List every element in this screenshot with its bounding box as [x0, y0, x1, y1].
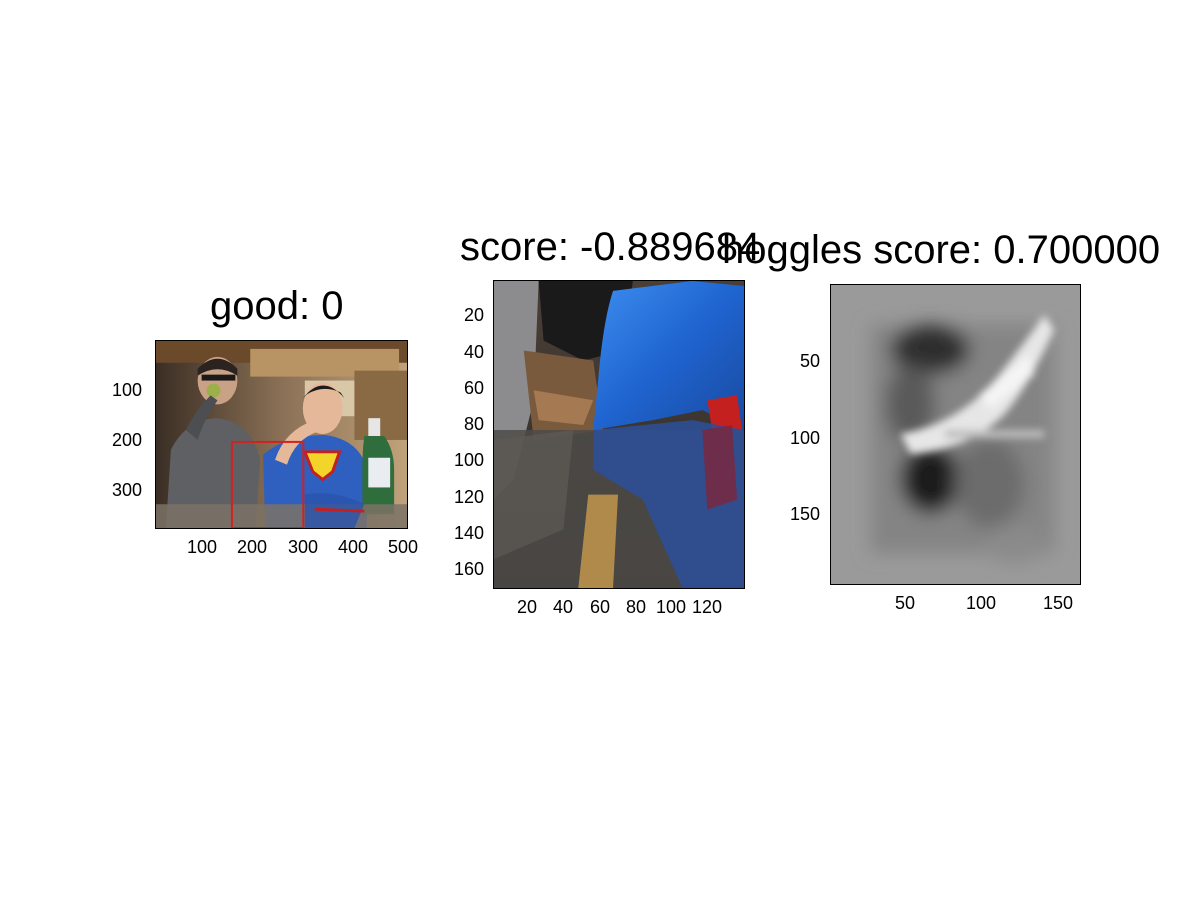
panel3-xtick: 150: [1043, 593, 1074, 613]
panel2-ytick: 20: [464, 305, 485, 325]
panel2-xtick: 40: [553, 597, 574, 617]
panel3-xtick: 100: [966, 593, 997, 613]
panel2-title: score: -0.889684: [460, 225, 761, 269]
panel2-ytick: 120: [454, 487, 485, 507]
panel1-xtick: 200: [237, 537, 268, 557]
panel3-ytick: 50: [800, 351, 821, 371]
panel2-xtick: 80: [626, 597, 647, 617]
panel2-xtick: 100: [656, 597, 687, 617]
panel1-xtick: 500: [388, 537, 419, 557]
panel3-hoggles-visualization: [831, 285, 1080, 584]
panel3-image-axes: [830, 284, 1081, 585]
panel2-image-axes: [493, 280, 745, 589]
panel2-ytick: 140: [454, 523, 485, 543]
detection-bbox: [230, 440, 305, 528]
panel1-ytick: 200: [112, 430, 143, 450]
panel1-xtick: 100: [187, 537, 218, 557]
panel1-xtick: 300: [288, 537, 319, 557]
panel3-title: hoggles score: 0.700000: [722, 228, 1161, 272]
panel2-ytick: 60: [464, 378, 485, 398]
panel3-ytick: 100: [790, 428, 821, 448]
panel1-photo: [156, 341, 407, 528]
panel2-crop-photo: [494, 281, 744, 588]
panel2-ytick: 80: [464, 414, 485, 434]
panel2-xtick: 120: [692, 597, 723, 617]
panel2-ytick: 160: [454, 559, 485, 579]
panel2-xtick: 20: [517, 597, 538, 617]
panel1-title: good: 0: [210, 284, 344, 328]
panel3-ytick: 150: [790, 504, 821, 524]
panel2-xtick: 60: [590, 597, 611, 617]
panel1-xtick: 400: [338, 537, 369, 557]
panel2-ytick: 100: [454, 450, 485, 470]
panel1-ytick: 100: [112, 380, 143, 400]
panel3-xtick: 50: [895, 593, 916, 613]
panel2-ytick: 40: [464, 342, 485, 362]
panel1-image-axes: [155, 340, 408, 529]
panel1-ytick: 300: [112, 480, 143, 500]
